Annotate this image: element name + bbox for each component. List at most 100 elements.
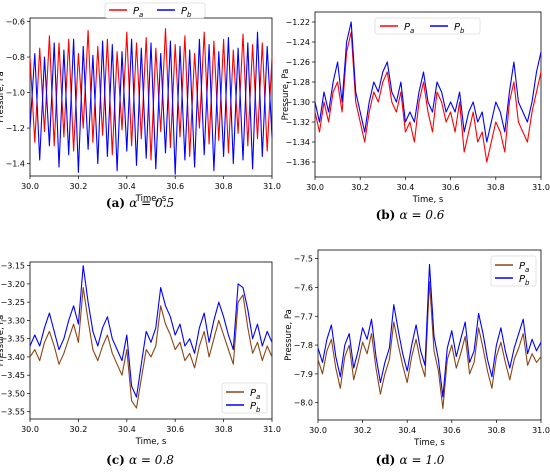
x-axis-label: Time, s: [413, 438, 445, 448]
y-tick-label: −7.6: [294, 283, 313, 292]
y-tick-label: −3.25: [0, 298, 25, 307]
y-tick-label: −1.26: [285, 58, 310, 67]
x-tick-label: 30.6: [166, 182, 184, 191]
y-tick-label: −1.32: [285, 118, 310, 127]
y-tick-label: −1.34: [285, 138, 310, 147]
y-axis-label: Pressure, Pa: [0, 315, 6, 367]
x-tick-label: 30.8: [487, 426, 505, 435]
x-tick-label: 30.2: [354, 426, 372, 435]
y-axis-label: Pressure, Pa: [284, 309, 294, 361]
y-tick-label: −3.40: [0, 353, 25, 362]
y-tick-label: −3.20: [0, 280, 25, 289]
series-line-pa: [29, 287, 273, 409]
x-tick-label: 30.6: [166, 425, 184, 434]
caption-text: α = 0.6: [400, 208, 445, 222]
x-tick-label: 31.0: [532, 183, 550, 192]
x-tick-label: 30.0: [306, 183, 324, 192]
y-tick-label: −1.36: [285, 158, 310, 167]
legend-label-1: Pb: [250, 401, 261, 414]
plot-frame: [314, 11, 542, 178]
x-tick-label: 30.4: [118, 425, 136, 434]
y-tick-label: −1.2: [6, 124, 25, 133]
x-tick-label: 30.0: [21, 182, 39, 191]
caption-text: α = 0.5: [129, 196, 174, 210]
y-tick-label: −0.6: [6, 18, 25, 27]
y-tick-label: −7.5: [294, 255, 313, 264]
legend-label-1: Pb: [454, 22, 465, 35]
caption-text: α = 1.0: [400, 453, 445, 467]
legend-label-1: Pb: [519, 274, 530, 287]
panel-caption: (c) α = 0.8: [106, 453, 174, 467]
x-tick-label: 30.0: [309, 426, 327, 435]
x-tick-label: 30.6: [442, 183, 460, 192]
series-line-pb: [314, 21, 542, 143]
x-axis-label: Time, s: [135, 437, 167, 447]
y-tick-label: −3.50: [0, 389, 25, 398]
x-tick-label: 30.2: [351, 183, 369, 192]
legend-label-1: Pb: [181, 6, 192, 19]
x-tick-label: 30.8: [215, 425, 233, 434]
x-tick-label: 31.0: [532, 426, 550, 435]
chart-panel-d: 30.0 30.2 30.4 30.6 30.8 31.0 −8.0 −7.9 −7.8 −7.7…: [284, 249, 550, 448]
panel-caption: (d) α = 1.0: [376, 453, 445, 467]
caption-tag: (d): [376, 453, 400, 467]
y-tick-label: −3.55: [0, 408, 25, 417]
y-tick-label: −3.30: [0, 316, 25, 325]
y-tick-label: −8.0: [294, 399, 313, 408]
caption-tag: (b): [376, 208, 400, 222]
x-tick-label: 30.8: [215, 182, 233, 191]
y-tick-label: −1.0: [6, 89, 25, 98]
y-tick-label: −1.24: [285, 38, 310, 47]
series-line-pa: [314, 31, 542, 163]
x-tick-label: 30.4: [118, 182, 136, 191]
y-tick-label: −1.30: [285, 98, 310, 107]
x-tick-label: 31.0: [263, 182, 281, 191]
legend: Pa Pb: [104, 2, 206, 19]
caption-tag: (c): [106, 453, 129, 467]
y-tick-label: −7.9: [294, 370, 313, 379]
y-axis-label: Pressure, Pa: [0, 71, 6, 123]
series-line-pb: [29, 31, 273, 175]
legend-box: [374, 17, 481, 35]
caption-tag: (a): [106, 196, 129, 210]
x-tick-label: 30.8: [487, 183, 505, 192]
caption-text: α = 0.8: [129, 453, 174, 467]
y-tick-label: −0.8: [6, 53, 25, 62]
x-tick-label: 30.0: [21, 425, 39, 434]
x-tick-label: 30.4: [398, 426, 416, 435]
plot-frame: [317, 249, 542, 421]
y-axis-label: Pressure, Pa: [281, 69, 291, 121]
panel-caption: (b) α = 0.6: [376, 208, 445, 222]
panel-caption: (a) α = 0.5: [106, 196, 174, 210]
y-tick-label: −7.8: [294, 341, 313, 350]
y-tick-label: −7.7: [294, 312, 313, 321]
chart-panel-b: 30.0 30.2 30.4 30.6 30.8 31.0 −1.36 −1.34 −1.32 −…: [281, 11, 550, 205]
x-axis-label: Time, s: [135, 194, 167, 204]
legend-label-0: Pa: [519, 261, 529, 274]
x-tick-label: 30.6: [443, 426, 461, 435]
legend: Pa Pb: [374, 17, 481, 35]
x-tick-label: 30.2: [69, 182, 87, 191]
x-axis-label: Time, s: [412, 195, 444, 205]
x-tick-label: 30.4: [396, 183, 414, 192]
legend-label-0: Pa: [404, 22, 414, 35]
legend-label-0: Pa: [250, 388, 260, 401]
series-line-pb: [29, 265, 273, 398]
x-tick-label: 30.2: [69, 425, 87, 434]
chart-panel-c: 30.0 30.2 30.4 30.6 30.8 31.0 −3.55 −3.50 −3.45 −…: [0, 261, 281, 447]
y-tick-label: −1.22: [285, 18, 310, 27]
plot-frame: [29, 261, 273, 420]
y-tick-label: −3.45: [0, 371, 25, 380]
series-line-pa: [317, 281, 542, 410]
chart-panel-a: 30.0 30.2 30.4 30.6 30.8 31.0 −1.4 −1.2 −1.0 −0.8…: [0, 2, 281, 204]
y-tick-label: −1.28: [285, 78, 310, 87]
legend-box: [104, 2, 206, 19]
legend-label-0: Pa: [133, 6, 143, 19]
y-tick-label: −3.35: [0, 335, 25, 344]
y-tick-label: −3.15: [0, 262, 25, 271]
y-tick-label: −1.4: [6, 160, 25, 169]
series-line-pb: [317, 263, 542, 398]
